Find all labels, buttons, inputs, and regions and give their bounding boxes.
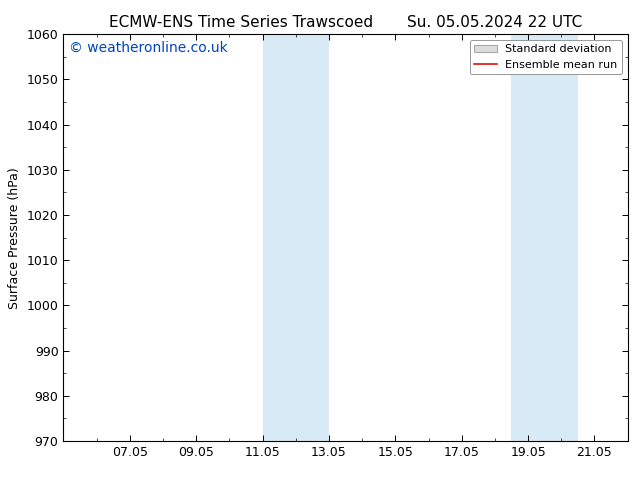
Legend: Standard deviation, Ensemble mean run: Standard deviation, Ensemble mean run <box>470 40 622 74</box>
Text: Su. 05.05.2024 22 UTC: Su. 05.05.2024 22 UTC <box>407 15 582 30</box>
Bar <box>545 34 578 441</box>
Bar <box>512 34 545 441</box>
Bar <box>295 34 329 441</box>
Bar <box>262 34 295 441</box>
Y-axis label: Surface Pressure (hPa): Surface Pressure (hPa) <box>8 167 21 309</box>
Text: ECMW-ENS Time Series Trawscoed: ECMW-ENS Time Series Trawscoed <box>109 15 373 30</box>
Text: © weatheronline.co.uk: © weatheronline.co.uk <box>69 40 228 54</box>
